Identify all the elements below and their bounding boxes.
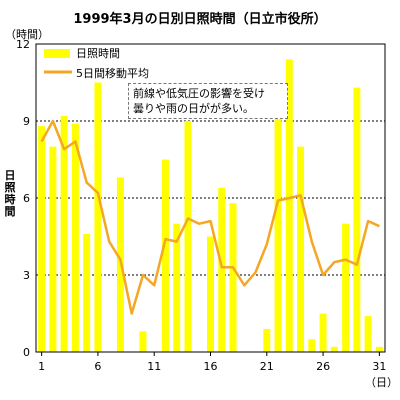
bar xyxy=(139,331,147,352)
bar xyxy=(161,159,169,352)
bar xyxy=(319,313,327,352)
bar xyxy=(60,115,68,352)
moving-average-line xyxy=(40,119,380,315)
bar xyxy=(330,346,338,352)
y-axis-label: 日照時間 xyxy=(4,169,16,218)
y-tick-label: 3 xyxy=(23,269,30,282)
bar xyxy=(375,346,383,352)
bar xyxy=(71,123,79,352)
bar xyxy=(49,146,57,352)
bar xyxy=(353,87,361,352)
bar xyxy=(94,82,102,352)
bar xyxy=(274,118,282,352)
x-tick-label: 21 xyxy=(260,360,274,373)
legend: 日照時間 5日間移動平均 xyxy=(44,47,149,80)
bar xyxy=(285,59,293,353)
y-tick-label: 12 xyxy=(16,38,30,51)
annotation-line-2: 曇りや雨の日がが多い。 xyxy=(133,102,254,115)
bar xyxy=(38,126,46,352)
y-tick-label: 9 xyxy=(23,115,30,128)
legend-bar-label: 日照時間 xyxy=(76,47,120,60)
x-tick-label: 1 xyxy=(38,360,45,373)
bar xyxy=(297,146,305,352)
bar xyxy=(308,339,316,352)
x-unit-label: （日） xyxy=(365,376,398,389)
legend-line-label: 5日間移動平均 xyxy=(76,66,149,80)
x-tick-label: 16 xyxy=(204,360,218,373)
line-layer xyxy=(40,119,380,315)
x-tick-label: 31 xyxy=(372,360,386,373)
x-tick-label: 26 xyxy=(316,360,330,373)
legend-bar-swatch xyxy=(44,49,70,58)
bar xyxy=(207,236,214,352)
annotation-box: 前線や低気圧の影響を受け 曇りや雨の日がが多い。 xyxy=(128,83,288,119)
bar xyxy=(83,233,91,352)
y-tick-label: 6 xyxy=(23,192,30,205)
chart-title: 1999年3月の日別日照時間（日立市役所） xyxy=(73,12,327,27)
y-unit-label: （時間） xyxy=(5,28,49,41)
bar-layer xyxy=(38,59,383,353)
x-tick-label: 11 xyxy=(147,360,161,373)
bar xyxy=(218,187,226,352)
bar xyxy=(184,121,192,352)
bar xyxy=(173,223,181,352)
annotation-line-1: 前線や低気圧の影響を受け xyxy=(133,87,265,100)
bar xyxy=(364,316,372,352)
bar xyxy=(229,203,237,352)
bar xyxy=(263,328,271,352)
x-tick-label: 6 xyxy=(94,360,101,373)
y-tick-label: 0 xyxy=(23,346,30,359)
bar xyxy=(342,223,350,352)
